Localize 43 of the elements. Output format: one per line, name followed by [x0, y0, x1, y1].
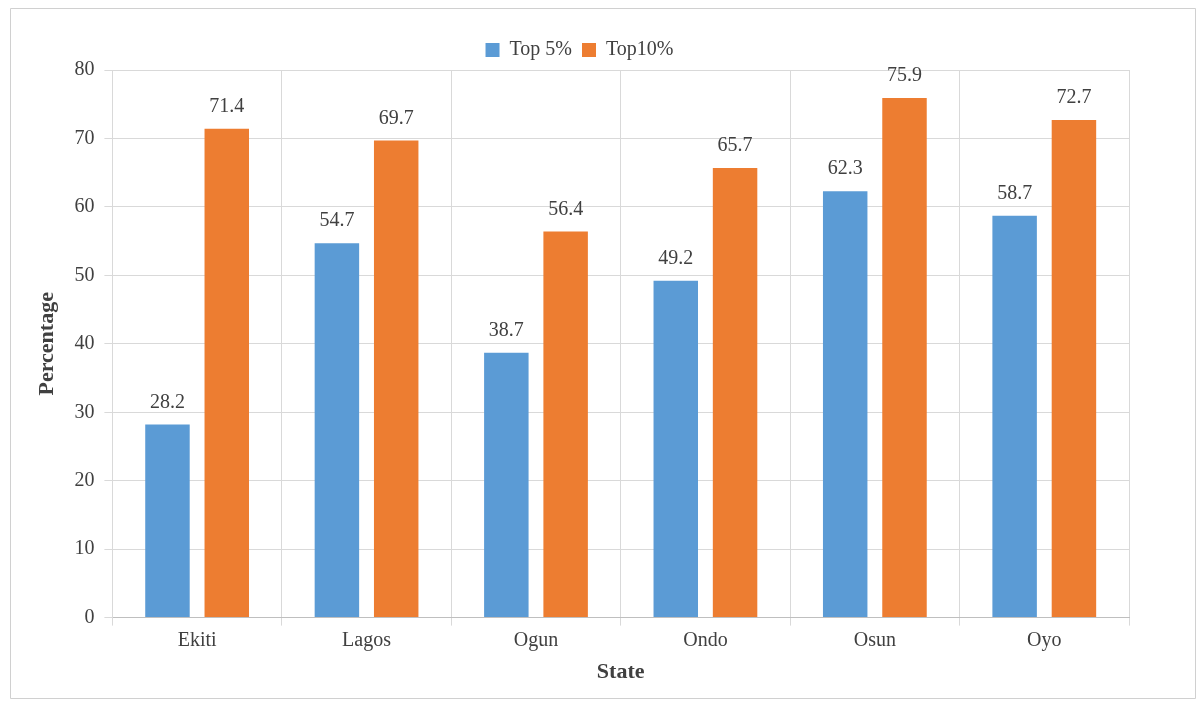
- bar: [992, 215, 1037, 618]
- x-tick-label: Oyo: [1027, 627, 1062, 651]
- data-label: 56.4: [548, 196, 584, 219]
- bar: [314, 243, 360, 618]
- x-tick-label: Lagos: [342, 627, 392, 651]
- bar: [484, 352, 529, 618]
- bar: [204, 128, 250, 618]
- data-label: 69.7: [378, 105, 414, 128]
- x-tick-label: Ondo: [683, 627, 728, 650]
- bar: [1051, 119, 1097, 618]
- data-label: 72.7: [1056, 85, 1092, 108]
- y-tick-label: 50: [74, 262, 95, 285]
- y-axis-title: Percentage: [32, 291, 58, 396]
- y-tick-label: 0: [84, 604, 95, 627]
- y-tick-label: 40: [74, 331, 95, 354]
- legend-label: Top10%: [606, 37, 674, 61]
- bar: [712, 167, 758, 618]
- data-label: 75.9: [887, 63, 922, 86]
- bar: [373, 140, 419, 618]
- data-label: 62.3: [827, 156, 863, 179]
- data-label: 65.7: [717, 133, 753, 156]
- bar: [882, 98, 927, 618]
- x-tick-label: Ekiti: [177, 627, 217, 650]
- y-tick-label: 60: [74, 194, 95, 217]
- x-tick-label: Ogun: [513, 627, 559, 651]
- y-tick-label: 10: [74, 536, 95, 559]
- bar: [543, 231, 588, 618]
- y-tick-label: 80: [74, 57, 95, 80]
- x-tick-label: Osun: [853, 627, 896, 650]
- data-label: 71.4: [209, 94, 245, 117]
- data-label: 38.7: [488, 317, 524, 340]
- legend-label: Top 5%: [509, 37, 572, 61]
- data-label: 28.2: [149, 389, 185, 412]
- bar: [653, 280, 698, 618]
- data-label: 49.2: [658, 246, 694, 269]
- bar: [145, 424, 190, 618]
- x-axis-title: State: [596, 658, 645, 684]
- y-tick-label: 20: [74, 467, 95, 490]
- bar: [822, 191, 868, 618]
- y-tick-label: 30: [74, 399, 95, 422]
- data-label: 58.7: [997, 181, 1033, 204]
- y-tick-label: 70: [74, 125, 95, 148]
- data-label: 54.7: [319, 208, 355, 231]
